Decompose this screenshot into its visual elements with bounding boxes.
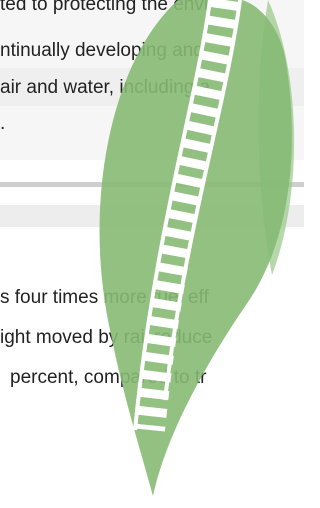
page: ted to protecting the envi ntinually dev… <box>0 0 304 508</box>
leaf-logo <box>0 0 304 508</box>
